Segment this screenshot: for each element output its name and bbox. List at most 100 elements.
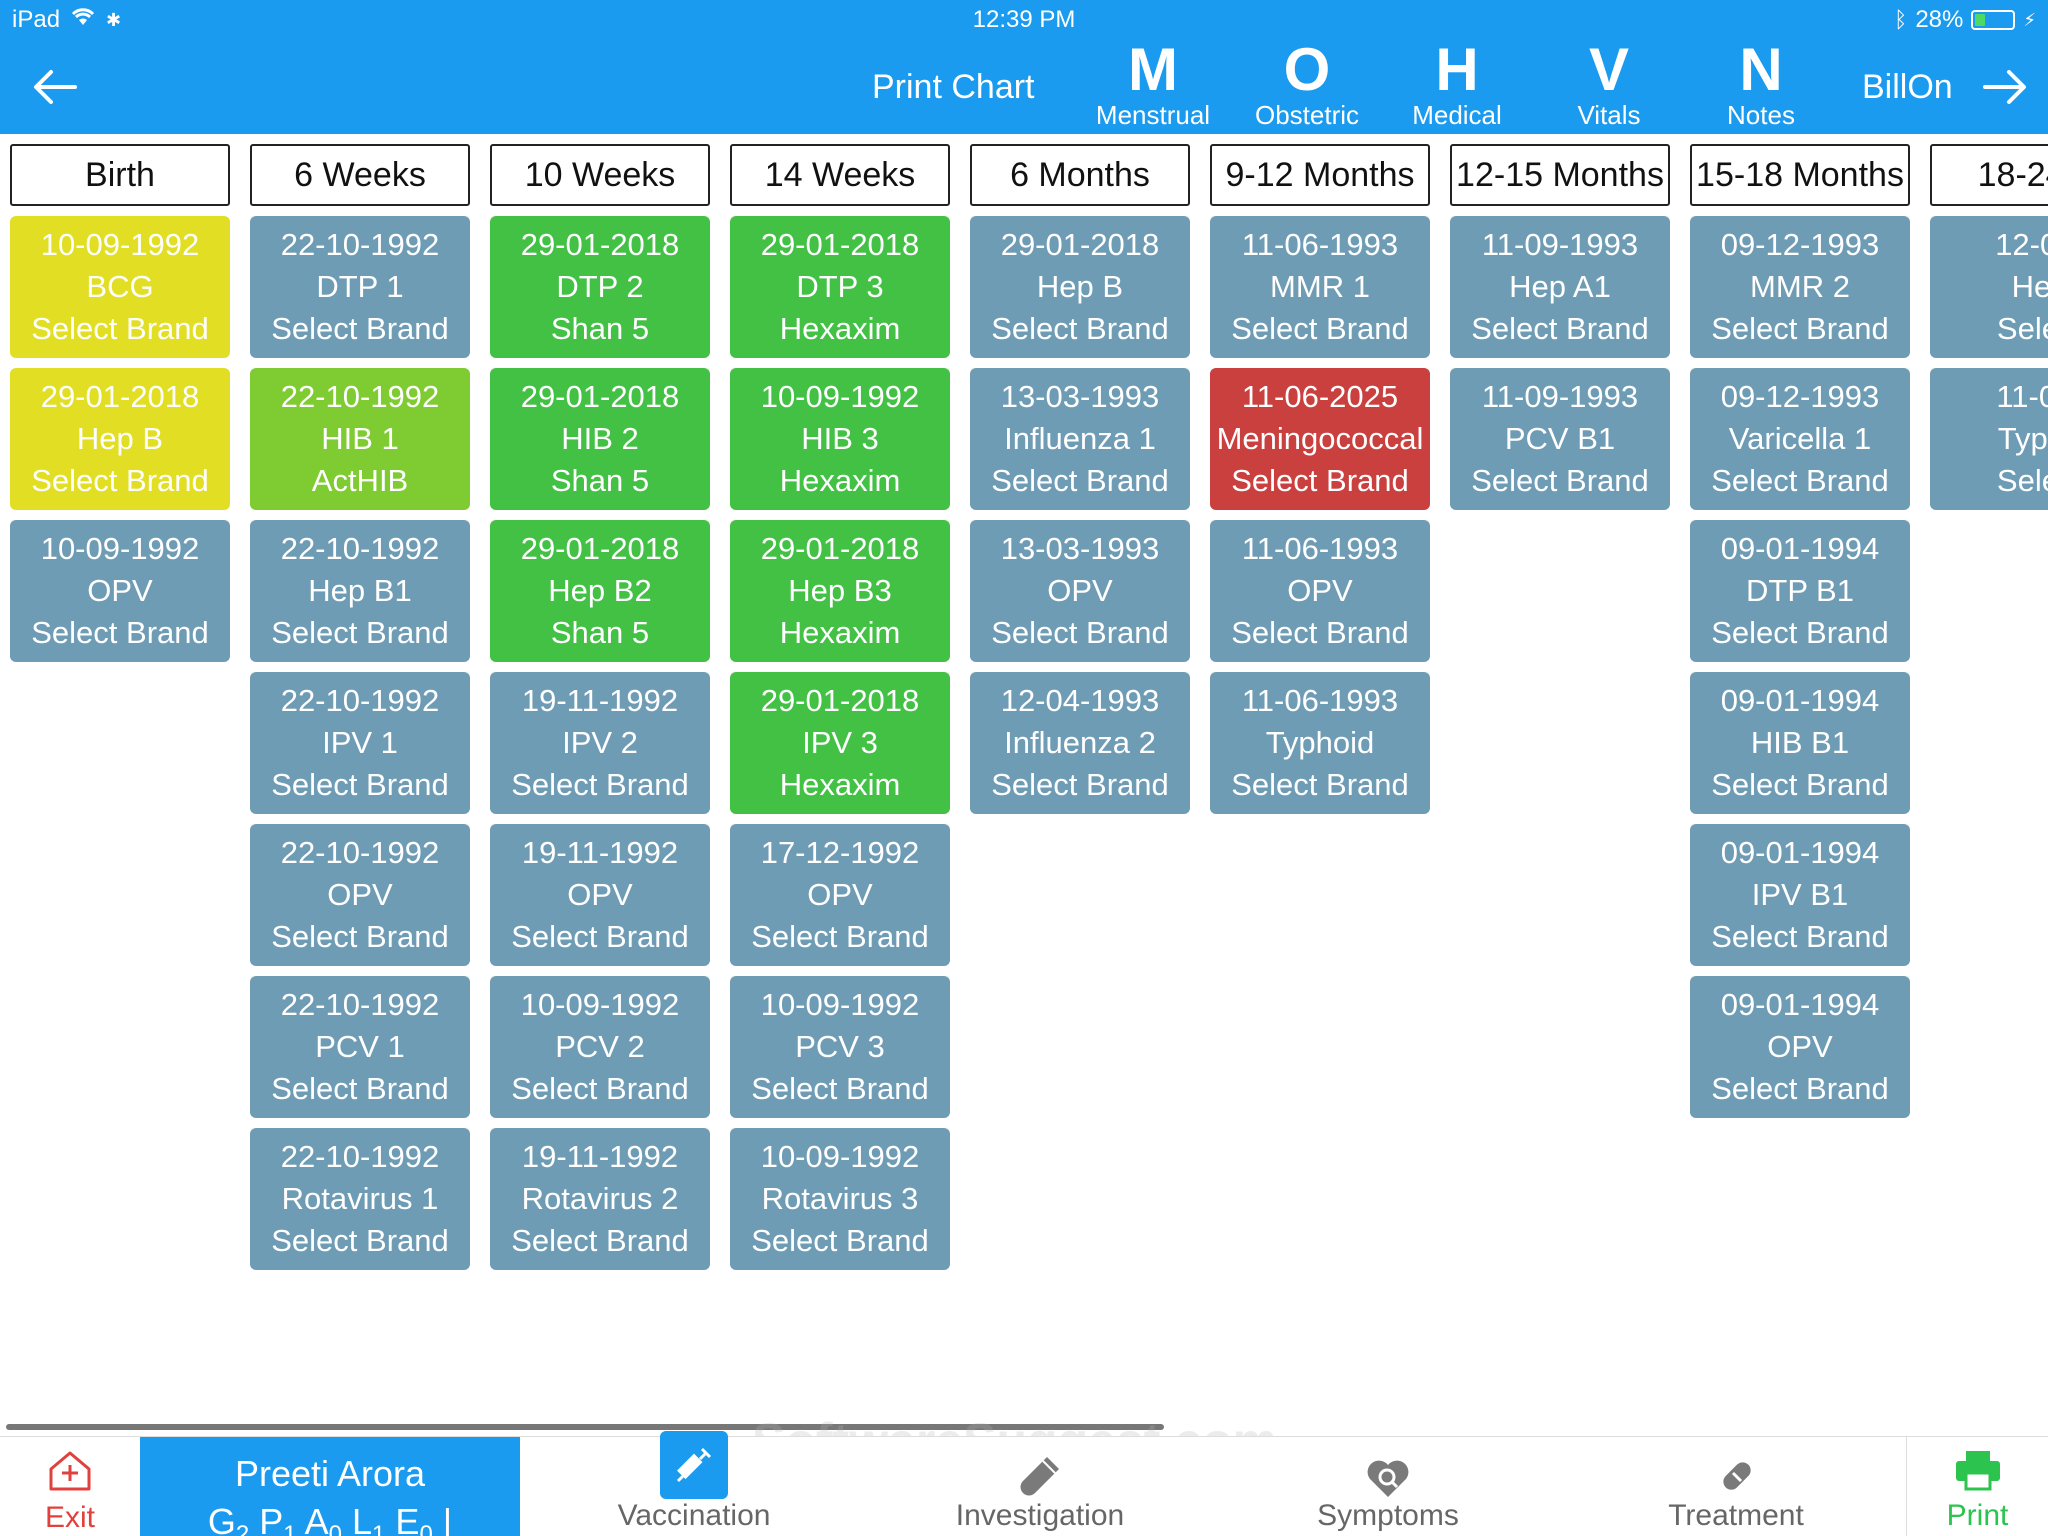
vaccine-card[interactable]: 11-09-1993 PCV B1 Select Brand xyxy=(1450,368,1670,510)
vaccine-card[interactable]: 09-01-1994 IPV B1 Select Brand xyxy=(1690,824,1910,966)
tab-vaccination[interactable]: Vaccination xyxy=(574,1431,814,1533)
battery-icon xyxy=(1971,10,2016,30)
vaccine-brand: Select Brand xyxy=(271,767,449,802)
vaccine-card[interactable]: 11-06-1993 OPV Select Brand xyxy=(1210,520,1430,662)
vaccine-card[interactable]: 29-01-2018 IPV 3 Hexaxim xyxy=(730,672,950,814)
vaccine-card[interactable]: 19-11-1992 IPV 2 Select Brand xyxy=(490,672,710,814)
gpal-g-num: 2 xyxy=(235,1521,250,1536)
vaccine-card[interactable]: 13-03-1993 OPV Select Brand xyxy=(970,520,1190,662)
vaccine-card[interactable]: 29-01-2018 HIB 2 Shan 5 xyxy=(490,368,710,510)
vaccine-card[interactable]: 22-10-1992 OPV Select Brand xyxy=(250,824,470,966)
vaccine-card[interactable]: 10-09-1992 PCV 3 Select Brand xyxy=(730,976,950,1118)
heart-search-icon xyxy=(1268,1447,1508,1499)
vaccine-card[interactable]: 12-02- Hep Select xyxy=(1930,216,2048,358)
vaccine-vaccine: HIB 3 xyxy=(801,421,879,456)
tab-treatment[interactable]: Treatment xyxy=(1616,1447,1856,1533)
vaccine-card[interactable]: 10-09-1992 BCG Select Brand xyxy=(10,216,230,358)
vaccine-card[interactable]: 13-03-1993 Influenza 1 Select Brand xyxy=(970,368,1190,510)
vaccine-card[interactable]: 29-01-2018 Hep B Select Brand xyxy=(10,368,230,510)
vaccine-card[interactable]: 09-01-1994 HIB B1 Select Brand xyxy=(1690,672,1910,814)
vaccine-card[interactable]: 29-01-2018 Hep B2 Shan 5 xyxy=(490,520,710,662)
status-time: 12:39 PM xyxy=(972,6,1076,33)
print-chart-button[interactable]: Print Chart xyxy=(872,68,1035,106)
vaccine-card[interactable]: 09-12-1993 MMR 2 Select Brand xyxy=(1690,216,1910,358)
vaccine-card[interactable]: 22-10-1992 PCV 1 Select Brand xyxy=(250,976,470,1118)
nav-notes[interactable]: N Notes xyxy=(1686,40,1836,131)
exit-button[interactable]: Exit xyxy=(30,1449,110,1535)
schedule-column: 15-18 Months 09-12-1993 MMR 2 Select Brand 0… xyxy=(1690,144,1910,1118)
nav-label: Vitals xyxy=(1577,100,1641,130)
vaccine-date: 29-01-2018 xyxy=(760,683,920,718)
vaccine-date: 29-01-2018 xyxy=(40,379,200,414)
vaccine-card[interactable]: 09-12-1993 Varicella 1 Select Brand xyxy=(1690,368,1910,510)
vaccine-date: 11-06-1993 xyxy=(1241,683,1399,718)
vaccine-vaccine: PCV 1 xyxy=(315,1029,405,1064)
nav-menstrual[interactable]: M Menstrual xyxy=(1078,36,1228,131)
vaccine-card[interactable]: 10-09-1992 OPV Select Brand xyxy=(10,520,230,662)
forward-arrow-icon[interactable] xyxy=(1980,62,2030,112)
vaccine-card[interactable]: 11-06-2025 Meningococcal Select Brand xyxy=(1210,368,1430,510)
vaccine-date: 12-04-1993 xyxy=(1000,683,1160,718)
vaccine-card[interactable]: 22-10-1992 HIB 1 ActHIB xyxy=(250,368,470,510)
vaccine-card[interactable]: 11-06-1993 Typhoid Select Brand xyxy=(1210,672,1430,814)
status-right: ᛒ 28% ⚡ xyxy=(1894,6,2036,34)
vaccine-brand: Select Brand xyxy=(31,463,209,498)
vaccine-date: 13-03-1993 xyxy=(1000,379,1160,414)
vaccine-brand: Select Brand xyxy=(991,311,1169,346)
vaccine-card[interactable]: 29-01-2018 Hep B3 Hexaxim xyxy=(730,520,950,662)
nav-vitals[interactable]: V Vitals xyxy=(1534,40,1684,131)
device-label: iPad xyxy=(12,6,61,33)
print-button[interactable]: Print xyxy=(1906,1437,2048,1536)
tab-symptoms[interactable]: Symptoms xyxy=(1268,1447,1508,1533)
vaccine-card[interactable]: 09-01-1994 DTP B1 Select Brand xyxy=(1690,520,1910,662)
vaccine-card[interactable]: 17-12-1992 OPV Select Brand xyxy=(730,824,950,966)
vaccine-card[interactable]: 10-09-1992 PCV 2 Select Brand xyxy=(490,976,710,1118)
gpal-a-num: 0 xyxy=(328,1521,342,1536)
vaccine-card[interactable]: 09-01-1994 OPV Select Brand xyxy=(1690,976,1910,1118)
vaccine-card[interactable]: 22-10-1992 DTP 1 Select Brand xyxy=(250,216,470,358)
wifi-icon xyxy=(70,6,96,34)
vaccine-card[interactable]: 22-10-1992 Rotavirus 1 Select Brand xyxy=(250,1128,470,1270)
patient-panel[interactable]: Preeti Arora G2 P1 A0 L1 E0 | xyxy=(140,1437,520,1536)
column-header: 14 Weeks xyxy=(730,144,950,206)
vaccine-card[interactable]: 29-01-2018 Hep B Select Brand xyxy=(970,216,1190,358)
column-header: 12-15 Months xyxy=(1450,144,1670,206)
vaccine-brand: Hexaxim xyxy=(779,615,901,650)
vaccine-vaccine: HIB 1 xyxy=(321,421,399,456)
vaccine-vaccine: MMR 1 xyxy=(1270,269,1370,304)
vaccine-card[interactable]: 19-11-1992 Rotavirus 2 Select Brand xyxy=(490,1128,710,1270)
horizontal-scrollbar[interactable] xyxy=(6,1424,1164,1430)
vaccine-date: 11-09-1993 xyxy=(1481,379,1639,414)
vaccine-card[interactable]: 10-09-1992 HIB 3 Hexaxim xyxy=(730,368,950,510)
vaccine-brand: Select Brand xyxy=(751,919,929,954)
vaccine-card[interactable]: 19-11-1992 OPV Select Brand xyxy=(490,824,710,966)
vaccine-card[interactable]: 11-09-1993 Hep A1 Select Brand xyxy=(1450,216,1670,358)
vaccine-brand: Select Brand xyxy=(511,1071,689,1106)
column-header: 18-24 M xyxy=(1930,144,2048,206)
vaccine-card[interactable]: 12-04-1993 Influenza 2 Select Brand xyxy=(970,672,1190,814)
vaccine-card[interactable]: 29-01-2018 DTP 2 Shan 5 xyxy=(490,216,710,358)
vaccine-card[interactable]: 29-01-2018 DTP 3 Hexaxim xyxy=(730,216,950,358)
back-arrow-icon[interactable] xyxy=(30,62,80,112)
vaccine-card[interactable]: 10-09-1992 Rotavirus 3 Select Brand xyxy=(730,1128,950,1270)
tab-investigation[interactable]: Investigation xyxy=(920,1447,1160,1533)
billon-button[interactable]: BillOn xyxy=(1862,68,1953,106)
activity-icon: ✱ xyxy=(106,9,122,30)
vaccine-card[interactable]: 22-10-1992 Hep B1 Select Brand xyxy=(250,520,470,662)
vaccine-card[interactable]: 11-06-1993 MMR 1 Select Brand xyxy=(1210,216,1430,358)
vaccine-vaccine: IPV 2 xyxy=(562,725,638,760)
vaccine-date: 22-10-1992 xyxy=(280,1139,440,1174)
vaccine-brand: Select Brand xyxy=(1471,463,1649,498)
vaccine-card[interactable]: 11-09- Typho Select xyxy=(1930,368,2048,510)
vaccine-vaccine: DTP B1 xyxy=(1746,573,1854,608)
nav-letter: M xyxy=(1128,36,1178,103)
vaccine-vaccine: IPV B1 xyxy=(1751,877,1849,912)
vaccine-brand: Select Brand xyxy=(511,767,689,802)
vaccine-brand: Select xyxy=(1996,311,2048,346)
nav-medical[interactable]: H Medical xyxy=(1382,40,1532,131)
nav-obstetric[interactable]: O Obstetric xyxy=(1232,40,1382,131)
vaccine-vaccine: Rotavirus 2 xyxy=(521,1181,679,1216)
tab-label: Vaccination xyxy=(617,1499,771,1532)
vaccine-card[interactable]: 22-10-1992 IPV 1 Select Brand xyxy=(250,672,470,814)
vaccine-brand: Hexaxim xyxy=(779,311,901,346)
